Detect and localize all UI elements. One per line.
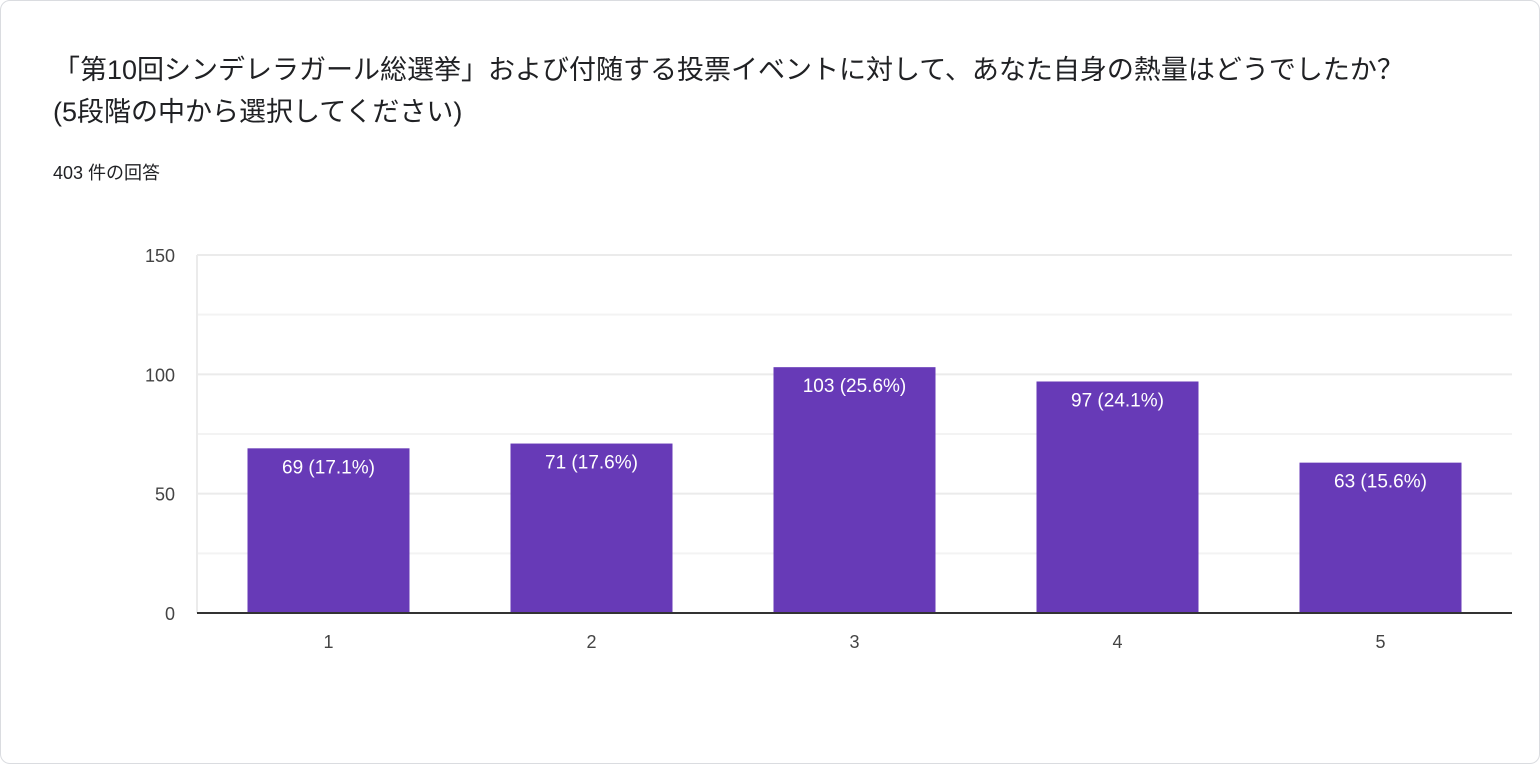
x-tick-label: 3 [849,632,859,652]
bar [247,448,410,613]
x-tick-label: 2 [586,632,596,652]
bar-data-label: 103 (25.6%) [803,376,907,397]
bar [1299,462,1462,613]
bar-data-label: 69 (17.1%) [282,457,375,478]
x-tick-label: 5 [1375,632,1385,652]
bar [510,443,673,613]
y-tick-label: 50 [155,485,175,505]
bar [1036,381,1199,613]
bar [773,367,936,613]
y-tick-label: 150 [145,246,175,266]
x-tick-label: 4 [1112,632,1122,652]
y-tick-label: 0 [165,604,175,624]
x-tick-label: 1 [323,632,333,652]
bar-data-label: 63 (15.6%) [1334,472,1427,493]
bar-data-label: 97 (24.1%) [1071,390,1164,411]
question-title: 「第10回シンデレラガール総選挙」および付随する投票イベントに対して、あなた自身… [53,55,1404,127]
bar-data-label: 71 (17.6%) [545,453,638,474]
response-count: 403 件の回答 [53,163,161,183]
y-tick-label: 100 [145,365,175,385]
